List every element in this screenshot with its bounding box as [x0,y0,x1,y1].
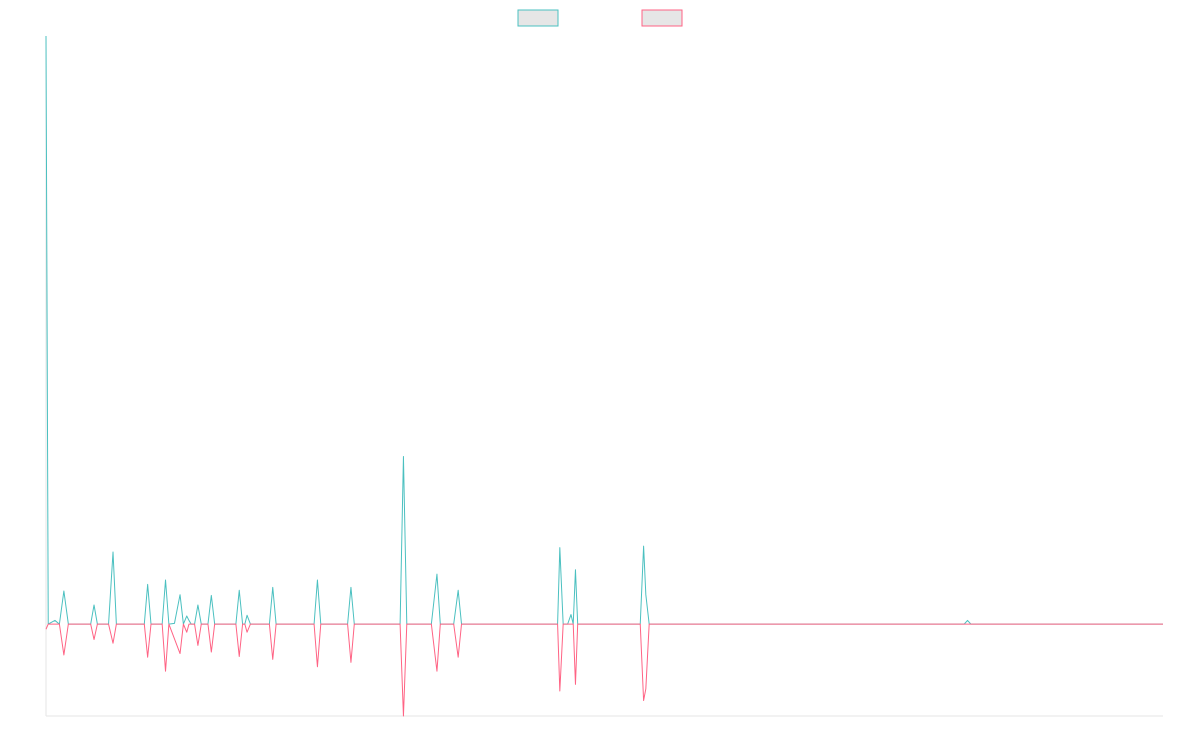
legend-swatch-1[interactable] [517,9,559,27]
series-layer [45,35,1163,717]
legend-swatch-2[interactable] [641,9,683,27]
legend-item-2[interactable] [641,9,683,27]
series-1-line [45,35,1163,625]
legend [517,9,683,27]
legend-item-1[interactable] [517,9,559,27]
series-2-line [45,623,1163,717]
